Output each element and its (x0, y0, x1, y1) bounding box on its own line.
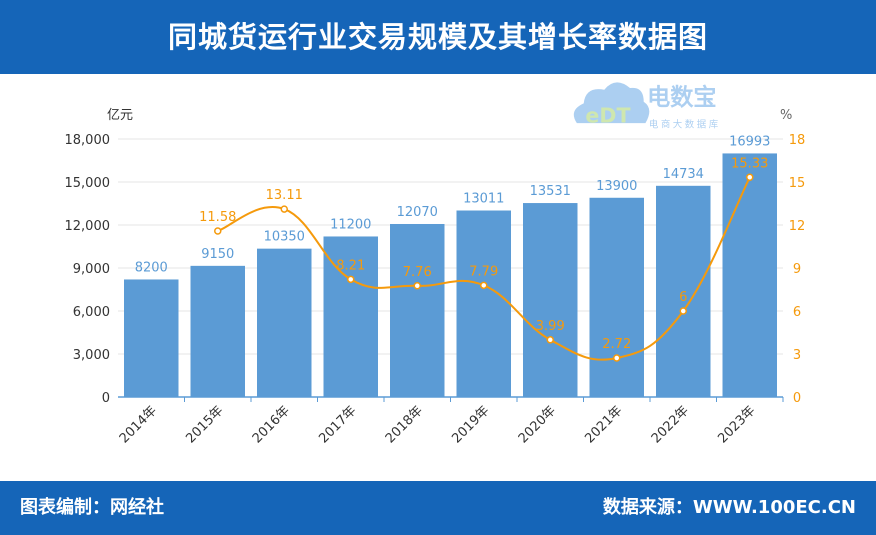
line-point (613, 354, 621, 362)
footer-source: 数据来源：WWW.100EC.CN (602, 497, 856, 518)
line-label: 3.99 (536, 319, 565, 334)
line-label: 11.58 (199, 210, 236, 225)
y-tick-left: 9,000 (73, 262, 110, 277)
footer-credit: 图表编制：网经社 (20, 497, 164, 518)
line-point (214, 227, 222, 235)
x-tick-label: 2016年 (250, 403, 293, 446)
bar-label: 13900 (596, 179, 637, 194)
line-point (480, 281, 488, 290)
x-tick-label: 2015年 (183, 403, 226, 446)
bar (656, 185, 711, 397)
line-label: 7.79 (469, 264, 498, 279)
bar-label: 10350 (264, 230, 305, 245)
chart: 0 3,000 6,000 9,000 12,000 15,000 18,000 0 3 6 9 12… (65, 108, 806, 446)
bar-label: 12070 (397, 205, 438, 220)
y-tick-right: 15 (789, 176, 806, 191)
bar-label: 11200 (330, 217, 371, 232)
line-point (280, 205, 288, 213)
bar-label: 9150 (201, 247, 234, 262)
y-tick-right: 3 (793, 348, 801, 363)
footer: 图表编制：网经社 数据来源：WWW.100EC.CN (0, 481, 876, 535)
line-point (413, 282, 421, 290)
y-tick-right: 9 (793, 262, 801, 277)
bar (589, 197, 644, 397)
bar (456, 210, 511, 397)
bar (390, 223, 445, 397)
line-point (679, 307, 687, 315)
bar-label: 13011 (463, 192, 504, 207)
line-label: 2.72 (602, 337, 631, 352)
bar (722, 153, 777, 397)
line-point (347, 275, 355, 284)
y-tick-left: 6,000 (73, 305, 110, 320)
x-tick-label: 2017年 (316, 403, 359, 446)
page-title: 同城货运行业交易规模及其增长率数据图 (0, 0, 876, 74)
x-tick-label: 2019年 (449, 403, 492, 446)
bar (523, 203, 578, 397)
line-label: 13.11 (266, 188, 303, 203)
watermark-logo: eDT 电数宝 电商大数据库 (555, 76, 741, 136)
x-tick-label: 2021年 (582, 403, 625, 446)
line-point (546, 336, 554, 344)
bar (257, 248, 312, 397)
line-label: 7.76 (403, 265, 432, 280)
line-label: 15.33 (731, 156, 768, 171)
x-tick-label: 2014年 (117, 403, 160, 446)
line-label: 6 (679, 290, 687, 305)
y-tick-right: 0 (793, 391, 801, 406)
y-tick-left: 18,000 (65, 133, 111, 148)
y-axis-label-left: 亿元 (107, 108, 133, 123)
x-tick-label: 2018年 (383, 403, 426, 446)
y-tick-left: 12,000 (65, 219, 111, 234)
bar (124, 279, 179, 397)
bar-label: 13531 (530, 184, 571, 199)
x-tick-label: 2023年 (715, 403, 758, 446)
bar-label: 8200 (135, 260, 168, 275)
bar-label: 16993 (729, 134, 770, 149)
y-tick-left: 15,000 (65, 176, 111, 191)
y-tick-left: 3,000 (73, 348, 110, 363)
svg-text:电数宝: 电数宝 (647, 84, 716, 111)
y-tick-left: 0 (102, 391, 110, 406)
bar (190, 265, 245, 397)
y-tick-right: 6 (793, 305, 801, 320)
line-label: 8.21 (336, 258, 365, 273)
y-axis-label-right: % (780, 108, 792, 123)
y-tick-right: 12 (789, 219, 806, 234)
svg-text:电商大数据库: 电商大数据库 (649, 118, 721, 130)
line-point (746, 173, 754, 182)
svg-text:eDT: eDT (585, 103, 630, 127)
x-tick-label: 2022年 (649, 403, 692, 446)
y-tick-right: 18 (789, 133, 806, 148)
x-tick-label: 2020年 (516, 403, 559, 446)
bar-label: 14734 (663, 167, 704, 182)
